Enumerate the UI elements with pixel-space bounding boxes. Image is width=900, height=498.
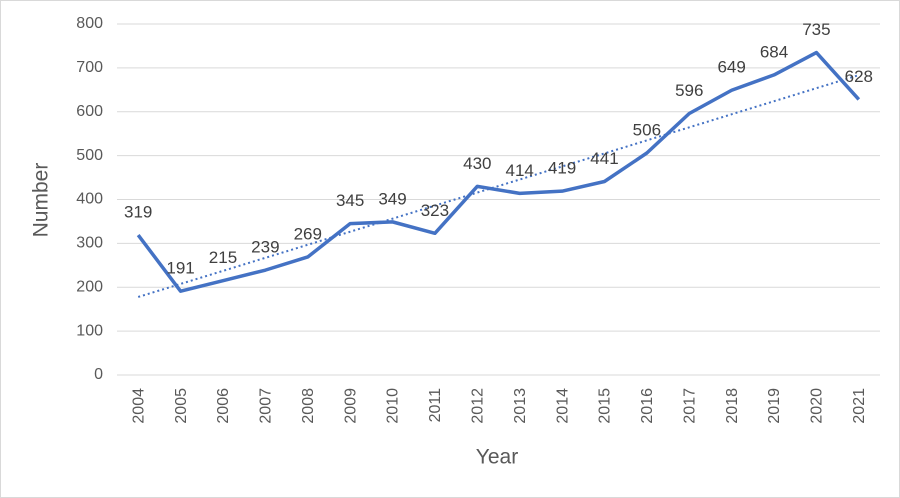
data-label: 506 — [633, 120, 661, 139]
x-tick-label: 2004 — [130, 388, 147, 424]
y-tick-label: 400 — [76, 191, 103, 208]
data-label: 430 — [463, 154, 491, 173]
x-tick-label: 2014 — [554, 388, 571, 424]
x-tick-label: 2013 — [512, 388, 529, 424]
x-tick-label: 2012 — [470, 388, 487, 424]
y-tick-label: 100 — [76, 322, 103, 339]
data-label: 323 — [421, 201, 449, 220]
data-line — [136, 50, 861, 293]
data-label: 269 — [294, 224, 322, 243]
x-tick-label: 2020 — [809, 388, 826, 424]
data-label: 215 — [209, 248, 237, 267]
y-tick-label: 700 — [76, 59, 103, 76]
data-label: 684 — [760, 42, 788, 61]
y-tick-label: 0 — [94, 366, 103, 383]
y-tick-label: 500 — [76, 147, 103, 164]
x-tick-label: 2018 — [724, 388, 741, 424]
x-tick-label: 2016 — [639, 388, 656, 424]
data-label: 345 — [336, 191, 364, 210]
x-axis-title: Year — [476, 446, 518, 469]
x-tick-label: 2008 — [300, 388, 317, 424]
x-tick-label: 2009 — [342, 388, 359, 424]
x-tick-label: 2005 — [173, 388, 190, 424]
data-label: 414 — [506, 161, 534, 180]
data-label: 735 — [802, 20, 830, 39]
y-axis-title: Number — [30, 163, 53, 238]
x-tick-label: 2006 — [215, 388, 232, 424]
data-label: 649 — [717, 58, 745, 77]
x-tick-label: 2015 — [597, 388, 614, 424]
x-tick-label: 2011 — [427, 388, 444, 423]
data-label: 239 — [251, 238, 279, 257]
trendline — [137, 74, 860, 298]
data-label: 441 — [590, 149, 618, 168]
y-tick-label: 200 — [76, 278, 103, 295]
data-label: 349 — [378, 189, 406, 208]
data-label: 191 — [166, 259, 194, 278]
y-tick-label: 600 — [76, 103, 103, 120]
x-tick-label: 2021 — [851, 388, 868, 424]
data-label: 419 — [548, 159, 576, 178]
data-label: 628 — [845, 67, 873, 86]
x-tick-label: 2007 — [258, 388, 275, 424]
y-tick-label: 800 — [76, 15, 103, 32]
x-tick-label: 2019 — [766, 388, 783, 424]
x-tick-label: 2017 — [681, 388, 698, 424]
y-tick-label: 300 — [76, 235, 103, 252]
x-tick-label: 2010 — [385, 388, 402, 424]
data-label: 596 — [675, 81, 703, 100]
data-label: 319 — [124, 203, 152, 222]
